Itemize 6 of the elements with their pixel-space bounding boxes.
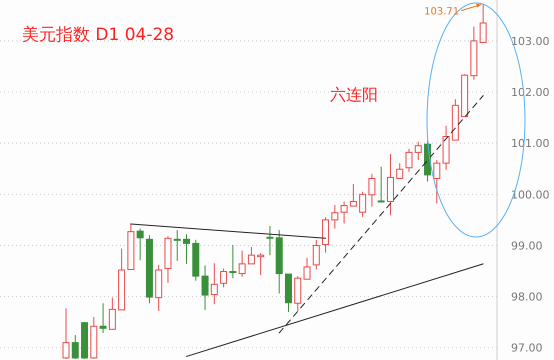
y-tick-label: 97.00 <box>511 342 542 355</box>
y-tick-label: 99.00 <box>511 239 542 252</box>
annotation: 六连阳 <box>330 85 378 104</box>
y-tick-label: 98.00 <box>511 290 542 304</box>
y-tick-label: 103.00 <box>511 34 550 48</box>
text: 美元指数 D1 04-28 <box>22 25 174 45</box>
